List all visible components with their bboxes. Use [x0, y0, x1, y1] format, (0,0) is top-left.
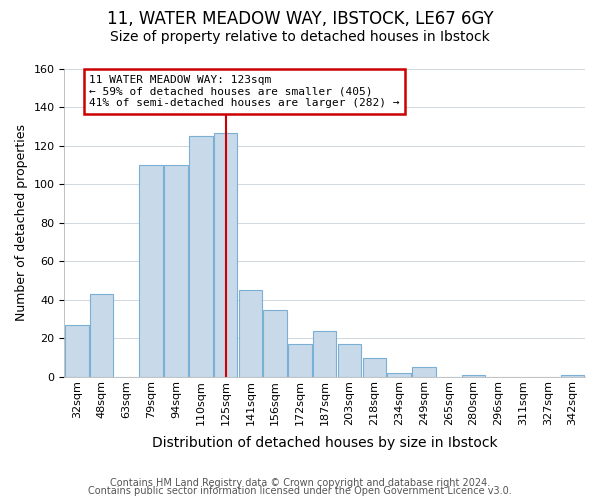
- Bar: [65, 325, 89, 377]
- Text: 11, WATER MEADOW WAY, IBSTOCK, LE67 6GY: 11, WATER MEADOW WAY, IBSTOCK, LE67 6GY: [107, 10, 493, 28]
- Bar: [338, 344, 361, 377]
- Bar: [90, 294, 113, 377]
- Bar: [461, 375, 485, 377]
- X-axis label: Distribution of detached houses by size in Ibstock: Distribution of detached houses by size …: [152, 436, 497, 450]
- Bar: [561, 375, 584, 377]
- Bar: [263, 310, 287, 377]
- Y-axis label: Number of detached properties: Number of detached properties: [15, 124, 28, 322]
- Bar: [239, 290, 262, 377]
- Bar: [313, 331, 337, 377]
- Bar: [214, 132, 238, 377]
- Text: 11 WATER MEADOW WAY: 123sqm
← 59% of detached houses are smaller (405)
41% of se: 11 WATER MEADOW WAY: 123sqm ← 59% of det…: [89, 75, 400, 108]
- Bar: [288, 344, 311, 377]
- Bar: [387, 373, 411, 377]
- Bar: [412, 368, 436, 377]
- Text: Contains public sector information licensed under the Open Government Licence v3: Contains public sector information licen…: [88, 486, 512, 496]
- Bar: [189, 136, 212, 377]
- Bar: [362, 358, 386, 377]
- Text: Contains HM Land Registry data © Crown copyright and database right 2024.: Contains HM Land Registry data © Crown c…: [110, 478, 490, 488]
- Bar: [139, 165, 163, 377]
- Bar: [164, 165, 188, 377]
- Text: Size of property relative to detached houses in Ibstock: Size of property relative to detached ho…: [110, 30, 490, 44]
